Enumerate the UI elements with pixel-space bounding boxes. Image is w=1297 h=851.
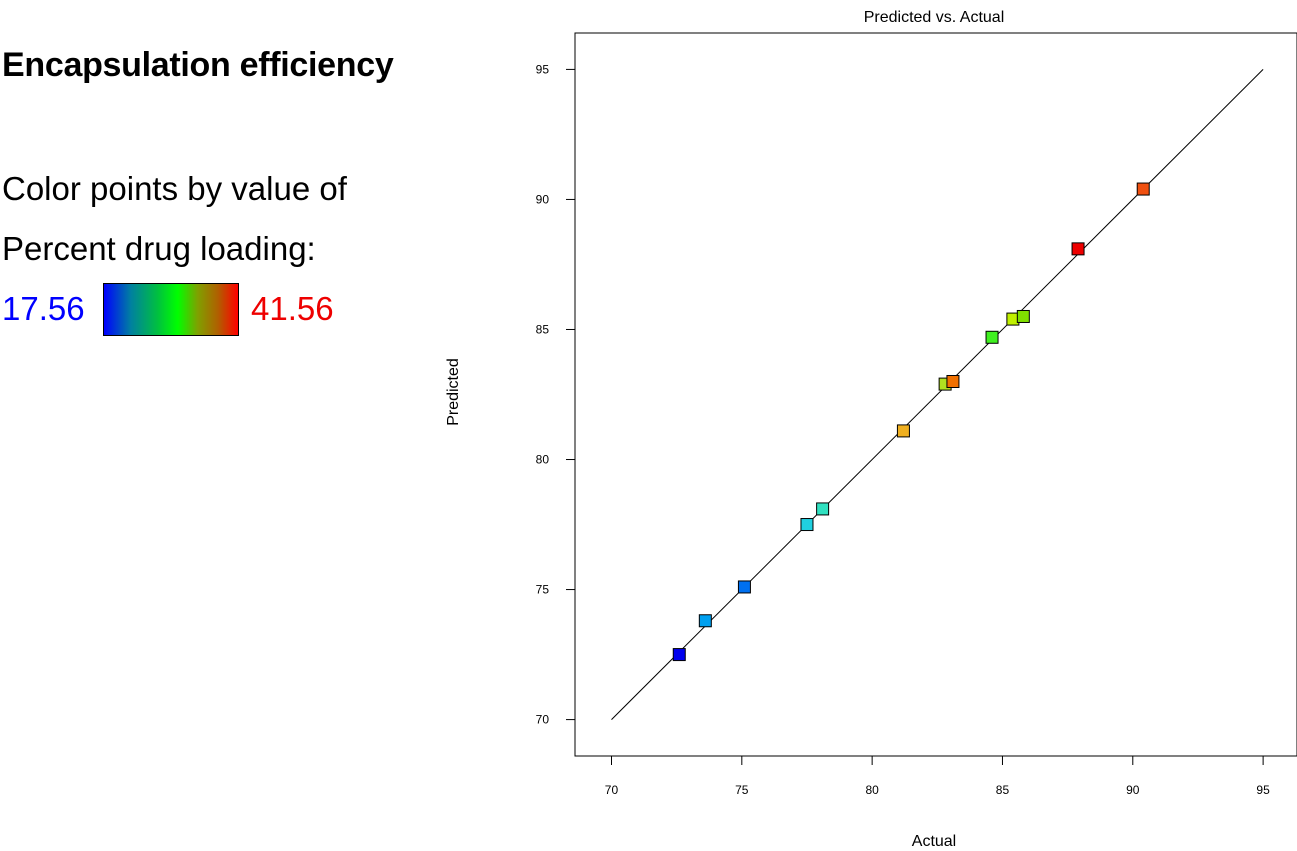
response-title: Encapsulation efficiency: [2, 46, 394, 84]
x-tick-label: 80: [865, 783, 879, 797]
data-point: [946, 374, 960, 388]
chart-title: Predicted vs. Actual: [864, 9, 1005, 26]
y-tick-label: 95: [536, 62, 550, 76]
data-point: [698, 614, 712, 628]
y-tick-label: 80: [536, 453, 550, 467]
data-point: [800, 518, 814, 532]
x-axis-label: Actual: [912, 833, 956, 850]
reference-line: [611, 69, 1264, 720]
x-tick-label: 75: [735, 783, 749, 797]
data-point: [737, 580, 751, 594]
y-tick-label: 90: [536, 192, 550, 206]
x-tick-label: 70: [605, 783, 619, 797]
color-scale-max-label: 41.56: [251, 290, 334, 327]
data-point: [672, 648, 686, 662]
y-tick-label: 70: [536, 713, 550, 727]
color-scale-min-label: 17.56: [2, 290, 85, 327]
x-tick-label: 85: [996, 783, 1010, 797]
y-tick-label: 75: [536, 583, 550, 597]
y-axis-label: Predicted: [445, 358, 462, 426]
data-point: [1016, 309, 1030, 323]
data-point: [1136, 182, 1150, 196]
x-tick-label: 90: [1126, 783, 1140, 797]
data-points: [672, 182, 1150, 662]
plot-frame: [574, 32, 1297, 757]
legend-panel: Encapsulation efficiency Color points by…: [0, 0, 440, 851]
y-axis: 70 75 80 85 90 95: [536, 62, 575, 727]
x-axis: 70 75 80 85 90 95: [605, 756, 1270, 797]
legend-caption-line2: Percent drug loading:: [2, 230, 316, 267]
legend-caption-line1: Color points by value of: [2, 170, 347, 207]
data-point: [1071, 242, 1085, 256]
color-gradient-bar: [103, 283, 239, 336]
y-tick-label: 85: [536, 322, 550, 336]
data-point: [985, 330, 999, 344]
data-point: [816, 502, 830, 516]
x-tick-label: 95: [1256, 783, 1270, 797]
data-point: [896, 424, 910, 438]
